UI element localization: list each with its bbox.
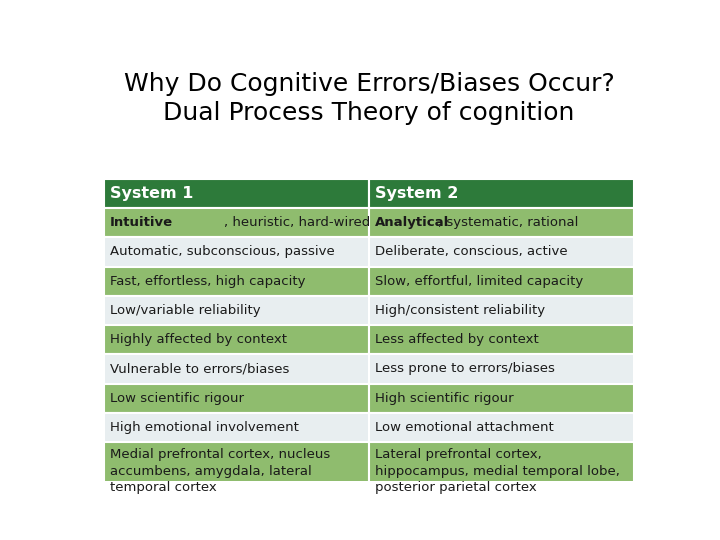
Text: Vulnerable to errors/biases: Vulnerable to errors/biases [110, 362, 289, 375]
Text: Fast, effortless, high capacity: Fast, effortless, high capacity [110, 275, 306, 288]
Bar [104, 354, 369, 383]
Text: Analytical: Analytical [375, 216, 449, 229]
Bar [104, 383, 369, 413]
Text: , systematic, rational: , systematic, rational [438, 216, 579, 229]
Bar [369, 296, 634, 325]
Text: Less affected by context: Less affected by context [375, 333, 539, 346]
Text: System 2: System 2 [375, 186, 459, 201]
Text: System 1: System 1 [110, 186, 194, 201]
Bar [104, 179, 369, 208]
Text: High scientific rigour: High scientific rigour [375, 392, 514, 404]
Text: Slow, effortful, limited capacity: Slow, effortful, limited capacity [375, 275, 583, 288]
Text: High/consistent reliability: High/consistent reliability [375, 304, 545, 317]
Text: Highly affected by context: Highly affected by context [110, 333, 287, 346]
Bar [369, 354, 634, 383]
Text: High emotional involvement: High emotional involvement [110, 421, 299, 434]
Text: Lateral prefrontal cortex,
hippocampus, medial temporal lobe,
posterior parietal: Lateral prefrontal cortex, hippocampus, … [375, 448, 620, 494]
Bar [104, 208, 369, 237]
Bar [104, 413, 369, 442]
Bar [369, 413, 634, 442]
Bar [104, 296, 369, 325]
Text: Low/variable reliability: Low/variable reliability [110, 304, 261, 317]
Bar [369, 267, 634, 296]
Text: Low scientific rigour: Low scientific rigour [110, 392, 244, 404]
Bar [369, 237, 634, 267]
Text: Medial prefrontal cortex, nucleus
accumbens, amygdala, lateral
temporal cortex: Medial prefrontal cortex, nucleus accumb… [110, 448, 330, 494]
Bar [104, 442, 369, 505]
Text: Deliberate, conscious, active: Deliberate, conscious, active [375, 245, 568, 259]
Bar [369, 208, 634, 237]
Bar [104, 325, 369, 354]
Text: Low emotional attachment: Low emotional attachment [375, 421, 554, 434]
Bar [104, 267, 369, 296]
Bar [369, 442, 634, 505]
Text: Automatic, subconscious, passive: Automatic, subconscious, passive [110, 245, 335, 259]
Text: Why Do Cognitive Errors/Biases Occur?
Dual Process Theory of cognition: Why Do Cognitive Errors/Biases Occur? Du… [124, 72, 614, 125]
Text: Less prone to errors/biases: Less prone to errors/biases [375, 362, 555, 375]
Text: Intuitive: Intuitive [110, 216, 174, 229]
Text: , heuristic, hard-wired: , heuristic, hard-wired [225, 216, 371, 229]
Bar [104, 237, 369, 267]
Bar [369, 325, 634, 354]
Bar [369, 383, 634, 413]
Bar [369, 179, 634, 208]
